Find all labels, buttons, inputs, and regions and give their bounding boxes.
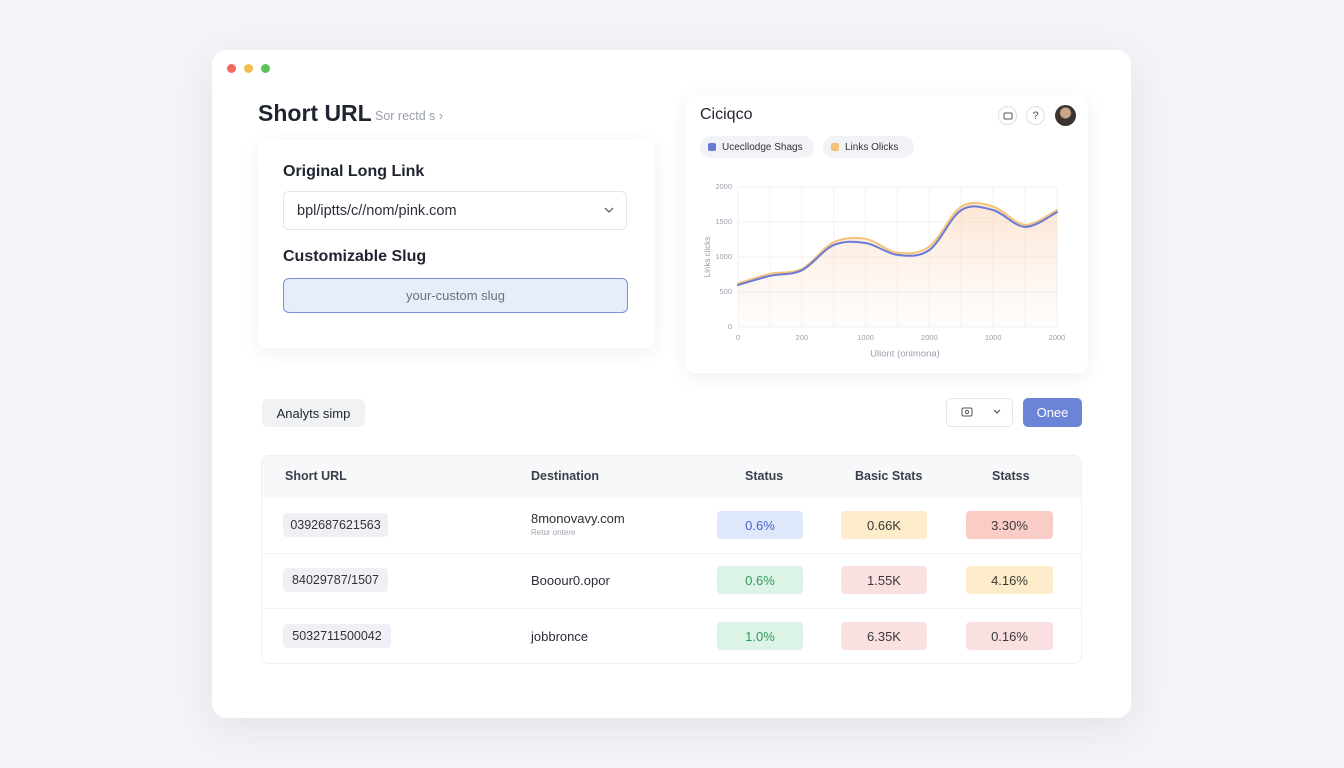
share-icon[interactable] xyxy=(998,106,1017,125)
row-divider xyxy=(262,553,1081,554)
destination: jobbronce xyxy=(531,629,589,644)
slug-label: Customizable Slug xyxy=(283,248,427,265)
rate-badge: 3.30% xyxy=(966,511,1053,539)
legend-swatch xyxy=(708,143,716,151)
legend-swatch xyxy=(831,143,839,151)
stats-badge: 6.35K xyxy=(841,622,927,650)
slug-placeholder: your-custom slug xyxy=(406,288,505,303)
breadcrumb[interactable]: Sor rectd s › xyxy=(375,109,444,123)
rate-badge: 0.16% xyxy=(966,622,1053,650)
table-header xyxy=(262,456,1081,498)
long-link-label: Original Long Link xyxy=(283,163,425,180)
help-icon[interactable]: ? xyxy=(1026,106,1045,125)
long-link-value: bpl/iptts/c//nom/pink.com xyxy=(297,202,457,219)
slug-input[interactable]: your-custom slug xyxy=(283,278,628,313)
row-divider xyxy=(262,608,1081,609)
window-minimize[interactable] xyxy=(244,64,253,73)
legend-item[interactable]: Ucecllodge Shags xyxy=(700,136,814,158)
stats-badge: 0.66K xyxy=(841,511,927,539)
legend-item[interactable]: Links Olicks xyxy=(823,136,914,158)
window-close[interactable] xyxy=(227,64,236,73)
analytics-tab[interactable]: Analyts simp xyxy=(262,399,365,427)
destination: 8monovavy.com xyxy=(531,511,625,526)
status-badge: 1.0% xyxy=(717,622,803,650)
column-header[interactable]: Statss xyxy=(992,469,1030,483)
links-table xyxy=(261,455,1082,664)
export-glyphs xyxy=(961,407,1001,417)
export-dropdown[interactable] xyxy=(946,398,1013,427)
column-header[interactable]: Basic Stats xyxy=(855,469,923,483)
column-header[interactable]: Destination xyxy=(531,469,600,483)
status-badge: 0.6% xyxy=(717,511,803,539)
short-url[interactable]: 0392687621563 xyxy=(283,513,388,537)
destination-note: Retur ontere xyxy=(531,528,576,537)
page-title: Short URL xyxy=(258,100,372,126)
dropdown-chevron xyxy=(604,207,614,213)
short-url[interactable]: 5032711500042 xyxy=(283,624,391,648)
status-badge: 0.6% xyxy=(717,566,803,594)
form-card xyxy=(258,140,655,348)
window-maximize[interactable] xyxy=(261,64,270,73)
column-header[interactable]: Short URL xyxy=(285,469,347,483)
rate-badge: 4.16% xyxy=(966,566,1053,594)
chart-title: Ciciqco xyxy=(700,106,753,123)
user-avatar[interactable] xyxy=(1055,105,1076,126)
legend-label: Ucecllodge Shags xyxy=(722,141,803,153)
destination: Booour0.opor xyxy=(531,573,610,588)
legend-label: Links Olicks xyxy=(845,141,899,153)
stats-badge: 1.55K xyxy=(841,566,927,594)
short-url[interactable]: 84029787/1507 xyxy=(283,568,388,592)
primary-button[interactable]: Onee xyxy=(1023,398,1082,427)
long-link-input[interactable]: bpl/iptts/c//nom/pink.com xyxy=(283,191,627,230)
share-glyph xyxy=(1003,112,1013,120)
column-header[interactable]: Status xyxy=(745,469,784,483)
